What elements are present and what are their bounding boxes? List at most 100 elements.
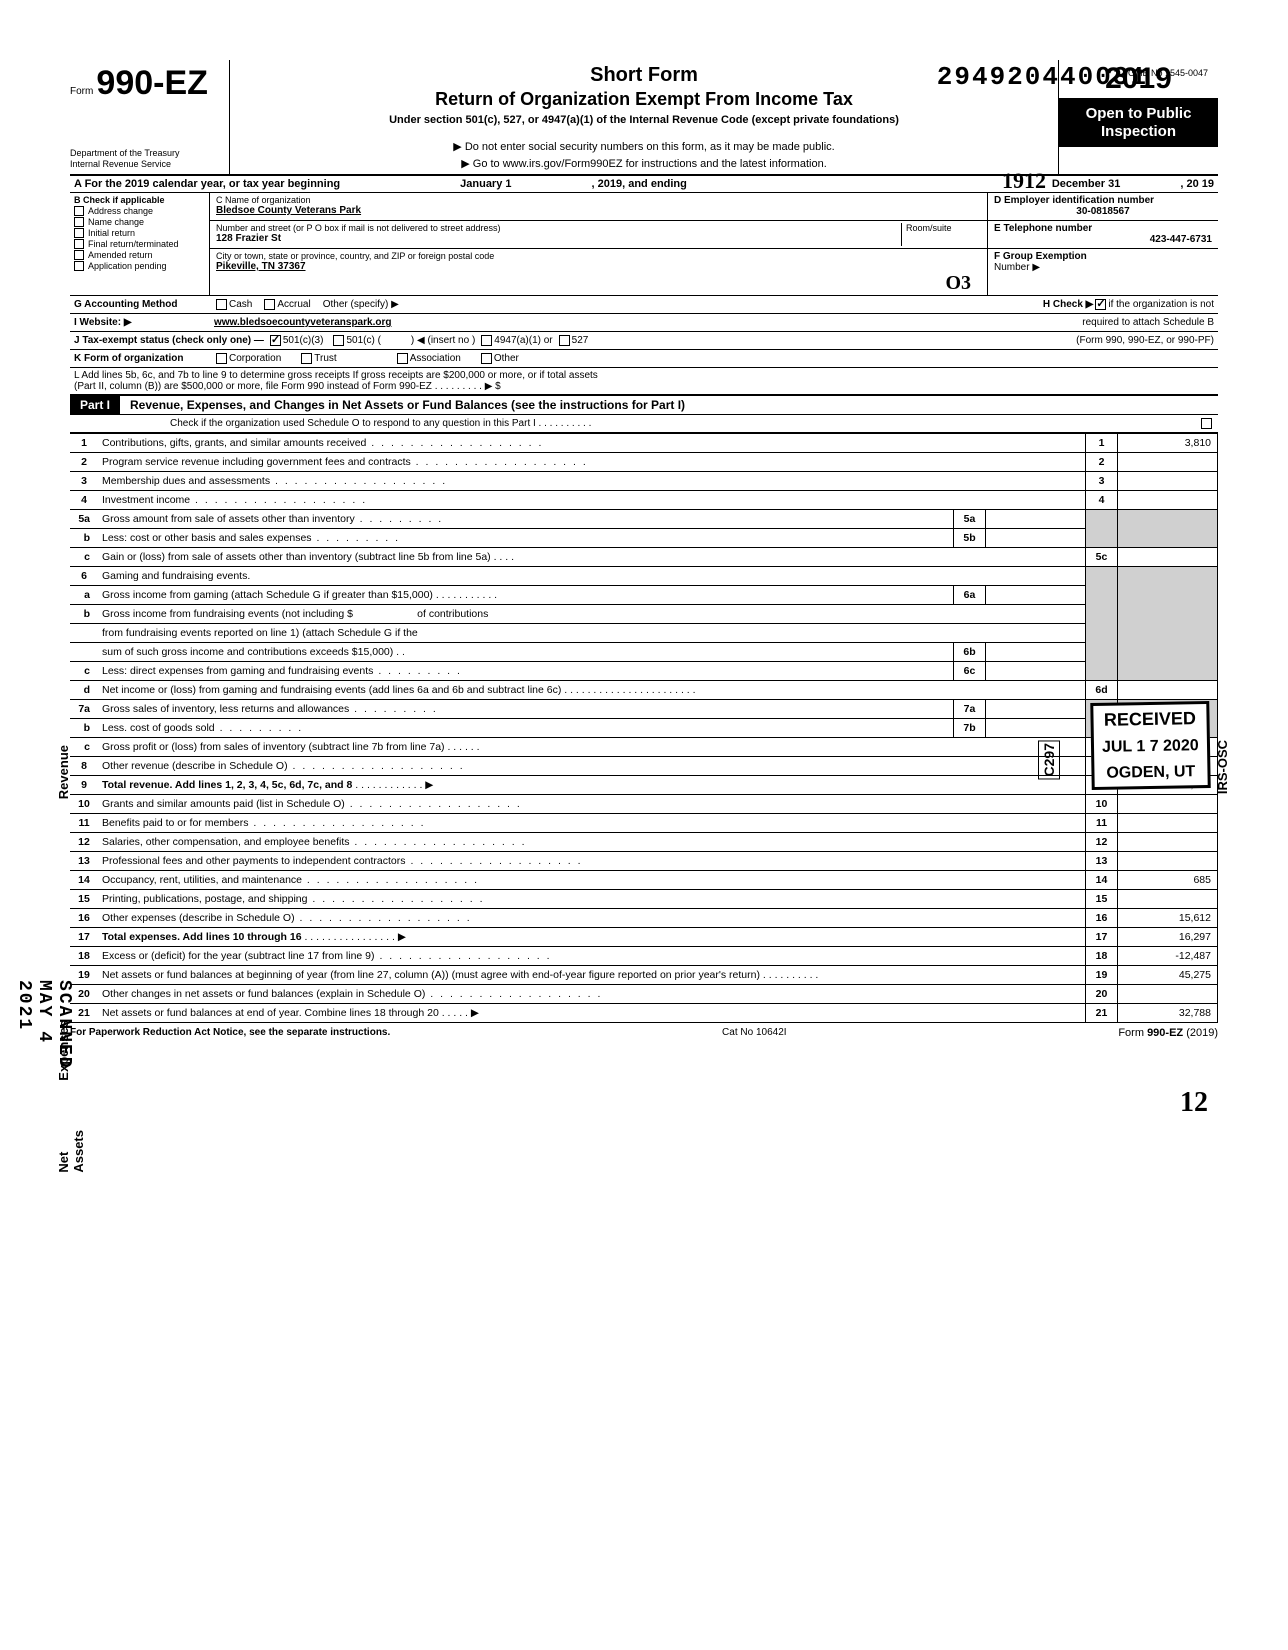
h-text: if the organization is not <box>1108 299 1214 310</box>
l16-desc: Other expenses (describe in Schedule O) <box>102 912 295 924</box>
ssn-warning: ▶ Do not enter social security numbers o… <box>238 140 1050 153</box>
l6b-d4: sum of such gross income and contributio… <box>102 646 393 658</box>
row-j: J Tax-exempt status (check only one) — 5… <box>70 332 1218 350</box>
lbl-address: Address change <box>88 206 153 216</box>
lbl-501c: 501(c) ( <box>346 335 380 346</box>
city-label: City or town, state or province, country… <box>216 251 981 261</box>
col-b-header: B Check if applicable <box>74 195 205 205</box>
chk-part1[interactable] <box>1201 418 1212 429</box>
lbl-4947: 4947(a)(1) or <box>494 335 552 346</box>
main-grid: B Check if applicable Address change Nam… <box>70 193 1218 296</box>
chk-initial[interactable] <box>74 228 84 238</box>
open-public-2: Inspection <box>1063 123 1214 141</box>
part1-tag: Part I <box>70 396 120 414</box>
l6b-d1: Gross income from fundraising events (no… <box>102 608 353 620</box>
room-label: Room/suite <box>906 223 981 233</box>
l14-val: 685 <box>1118 871 1218 890</box>
col-b: B Check if applicable Address change Nam… <box>70 193 210 295</box>
l14-desc: Occupancy, rent, utilities, and maintena… <box>102 874 302 886</box>
part1-header: Part I Revenue, Expenses, and Changes in… <box>70 395 1218 415</box>
l5a-desc: Gross amount from sale of assets other t… <box>102 513 355 525</box>
l21-val: 32,788 <box>1118 1004 1218 1023</box>
h-text4: (Form 990, 990-EZ, or 990-PF) <box>1076 335 1214 346</box>
chk-h[interactable] <box>1095 299 1106 310</box>
chk-corp[interactable] <box>216 353 227 364</box>
chk-4947[interactable] <box>481 335 492 346</box>
l17-desc: Total expenses. Add lines 10 through 16 <box>102 931 302 943</box>
dept-treasury: Department of the Treasury <box>70 148 223 159</box>
part1-check: Check if the organization used Schedule … <box>70 415 1218 433</box>
l2-desc: Program service revenue including govern… <box>102 456 411 468</box>
org-name: Bledsoe County Veterans Park <box>216 205 981 216</box>
l5b-desc: Less: cost or other basis and sales expe… <box>102 532 312 544</box>
handwritten-o3: O3 <box>945 272 971 295</box>
row-a-begin: January 1 <box>460 178 511 190</box>
l1-desc: Contributions, gifts, grants, and simila… <box>102 437 366 449</box>
row-k: K Form of organization Corporation Trust… <box>70 350 1218 368</box>
chk-other-org[interactable] <box>481 353 492 364</box>
row-a-yr: , 20 19 <box>1180 178 1214 190</box>
row-a-prefix: A For the 2019 calendar year, or tax yea… <box>74 178 340 190</box>
lbl-final: Final return/terminated <box>88 239 179 249</box>
title-return: Return of Organization Exempt From Incom… <box>238 89 1050 110</box>
form-prefix: Form <box>70 86 93 97</box>
lbl-initial: Initial return <box>88 228 135 238</box>
lbl-amended: Amended return <box>88 250 153 260</box>
lbl-accrual: Accrual <box>277 299 310 310</box>
col-c: C Name of organization Bledsoe County Ve… <box>210 193 988 295</box>
side-revenue: Revenue <box>56 745 71 799</box>
l8-desc: Other revenue (describe in Schedule O) <box>102 760 288 772</box>
stamp-location: OGDEN, UT <box>1103 763 1200 783</box>
chk-cash[interactable] <box>216 299 227 310</box>
chk-501c3[interactable] <box>270 335 281 346</box>
row-l: L Add lines 5b, 6c, and 7b to line 9 to … <box>70 368 1218 395</box>
l13-desc: Professional fees and other payments to … <box>102 855 406 867</box>
ein-label: D Employer identification number <box>994 195 1212 206</box>
chk-501c[interactable] <box>333 335 344 346</box>
l3-desc: Membership dues and assessments <box>102 475 270 487</box>
l-text2: (Part II, column (B)) are $500,000 or mo… <box>74 381 1214 392</box>
g-label: G Accounting Method <box>74 299 214 310</box>
lbl-other-org: Other <box>494 353 519 364</box>
street-label: Number and street (or P O box if mail is… <box>216 223 901 233</box>
chk-527[interactable] <box>559 335 570 346</box>
stamp-date: JUL 1 7 2020 <box>1102 737 1199 757</box>
lbl-name: Name change <box>88 217 144 227</box>
l11-desc: Benefits paid to or for members <box>102 817 248 829</box>
chk-address[interactable] <box>74 206 84 216</box>
part1-table: 1Contributions, gifts, grants, and simil… <box>70 433 1218 1023</box>
row-a-mid: , 2019, and ending <box>592 178 687 190</box>
chk-trust[interactable] <box>301 353 312 364</box>
side-netassets: Net Assets <box>56 1130 86 1173</box>
chk-accrual[interactable] <box>264 299 275 310</box>
goto-link: ▶ Go to www.irs.gov/Form990EZ for instru… <box>238 157 1050 170</box>
name-label: C Name of organization <box>216 195 981 205</box>
chk-assoc[interactable] <box>397 353 408 364</box>
l6b-d3: from fundraising events reported on line… <box>102 627 418 639</box>
grp-number: Number ▶ <box>994 262 1212 273</box>
l7b-desc: Less. cost of goods sold <box>102 722 215 734</box>
k-label: K Form of organization <box>74 353 214 364</box>
i-label: I Website: ▶ <box>74 317 214 328</box>
l19-val: 45,275 <box>1118 966 1218 985</box>
l10-desc: Grants and similar amounts paid (list in… <box>102 798 345 810</box>
lbl-527: 527 <box>572 335 589 346</box>
lbl-corp: Corporation <box>229 353 281 364</box>
col-d: D Employer identification number 30-0818… <box>988 193 1218 295</box>
l5c-desc: Gain or (loss) from sale of assets other… <box>102 551 491 563</box>
lbl-cash: Cash <box>229 299 252 310</box>
tel-label: E Telephone number <box>994 223 1212 234</box>
chk-final[interactable] <box>74 239 84 249</box>
l6-desc: Gaming and fundraising events. <box>102 570 250 582</box>
chk-name[interactable] <box>74 217 84 227</box>
handwritten-1912: 1912 <box>1002 168 1046 194</box>
lbl-trust: Trust <box>314 353 336 364</box>
ein: 30-0818567 <box>994 206 1212 217</box>
received-stamp: RECEIVED JUL 1 7 2020 OGDEN, UT <box>1091 701 1211 790</box>
chk-amended[interactable] <box>74 250 84 260</box>
l6d-desc: Net income or (loss) from gaming and fun… <box>102 684 561 696</box>
footer-right: Form 990-EZ (2019) <box>1118 1027 1218 1039</box>
lbl-insert: ) ◀ (insert no ) <box>411 335 475 346</box>
stamp-irs-osc: IRS-OSC <box>1215 740 1230 794</box>
chk-pending[interactable] <box>74 261 84 271</box>
